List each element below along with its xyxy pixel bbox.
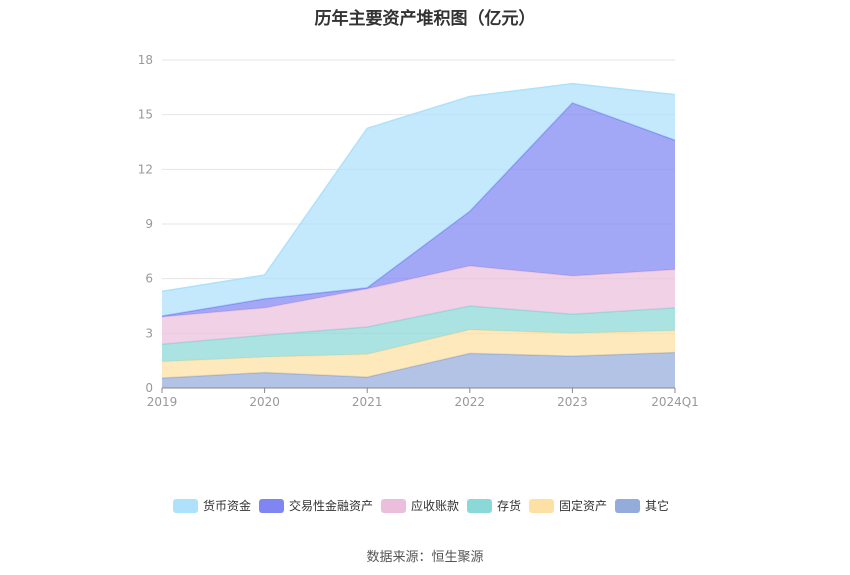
x-tick-label: 2022 bbox=[455, 395, 486, 409]
legend-swatch bbox=[529, 499, 554, 513]
area-series bbox=[161, 82, 676, 388]
legend-swatch bbox=[381, 499, 406, 513]
area-edge-5 bbox=[161, 82, 676, 293]
y-tick-label: 12 bbox=[138, 162, 153, 176]
x-tick-label: 2024Q1 bbox=[651, 395, 699, 409]
legend-item[interactable]: 固定资产 bbox=[529, 498, 607, 513]
legend-item[interactable]: 存货 bbox=[467, 498, 521, 513]
legend-label: 应收账款 bbox=[411, 498, 459, 513]
axes: 0 3 6 9 12 15 18 2019 2020 2021 2022 2023 2024Q1 bbox=[138, 53, 699, 409]
area-series-4 bbox=[162, 102, 675, 317]
y-tick-label: 6 bbox=[145, 272, 153, 286]
legend-label: 货币资金 bbox=[203, 498, 251, 513]
x-tick-label: 2021 bbox=[352, 395, 383, 409]
y-tick-label: 0 bbox=[145, 381, 153, 395]
chart-title: 历年主要资产堆积图（亿元） bbox=[314, 9, 536, 29]
x-tick-label: 2019 bbox=[147, 395, 178, 409]
area-series-5 bbox=[162, 83, 675, 317]
y-tick-label: 9 bbox=[145, 217, 153, 231]
y-tick-label: 18 bbox=[138, 53, 153, 67]
legend-swatch bbox=[467, 499, 492, 513]
y-tick-label: 3 bbox=[145, 326, 153, 340]
legend-item[interactable]: 交易性金融资产 bbox=[259, 498, 373, 513]
legend-label: 存货 bbox=[497, 498, 521, 513]
legend-label: 交易性金融资产 bbox=[289, 498, 373, 513]
legend-label: 固定资产 bbox=[559, 498, 607, 513]
legend-item[interactable]: 其它 bbox=[615, 498, 669, 513]
legend-swatch bbox=[173, 499, 198, 513]
y-tick-label: 15 bbox=[138, 108, 153, 122]
legend-swatch bbox=[615, 499, 640, 513]
area-series-3 bbox=[162, 265, 675, 345]
x-tick-label: 2023 bbox=[557, 395, 588, 409]
data-source-note: 数据来源：恒生聚源 bbox=[366, 550, 484, 565]
legend[interactable]: 货币资金 交易性金融资产 应收账款 存货 固定资产 其它 bbox=[173, 498, 669, 513]
legend-item[interactable]: 货币资金 bbox=[173, 498, 251, 513]
x-tick-label: 2020 bbox=[249, 395, 280, 409]
area-series-0 bbox=[162, 352, 675, 388]
area-series-1 bbox=[162, 329, 675, 378]
legend-label: 其它 bbox=[645, 498, 669, 513]
legend-item[interactable]: 应收账款 bbox=[381, 498, 459, 513]
legend-swatch bbox=[259, 499, 284, 513]
area-series-2 bbox=[162, 306, 675, 362]
